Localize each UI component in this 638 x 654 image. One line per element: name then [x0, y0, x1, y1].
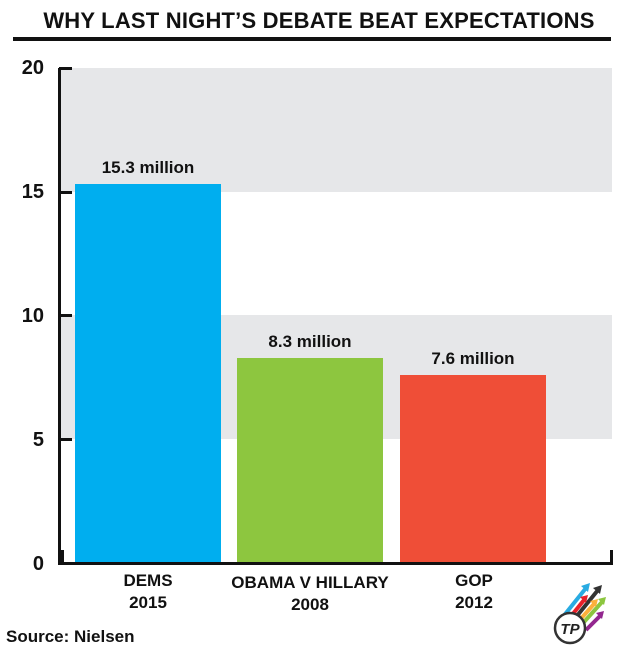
x-label-obama-v-hillary-2008: OBAMA V HILLARY 2008	[220, 572, 400, 616]
x-label-line1: DEMS	[123, 571, 173, 590]
x-label-line1: GOP	[455, 571, 493, 590]
chart-title: WHY LAST NIGHT’S DEBATE BEAT EXPECTATION…	[43, 8, 595, 33]
y-tick-15	[59, 191, 72, 194]
y-tick-10	[59, 314, 72, 317]
y-tick-label: 0	[32, 553, 44, 575]
bar-value-label: 7.6 million	[431, 348, 515, 368]
x-label-line2: 2012	[455, 593, 493, 612]
x-axis	[58, 562, 613, 565]
think-progress-logo-icon: TP	[553, 583, 606, 645]
y-tick-label: 20	[21, 57, 44, 79]
bar-value-label: 15.3 million	[101, 158, 195, 178]
x-label-dems-2015: DEMS 2015	[68, 570, 228, 614]
x-label-line2: 2008	[291, 595, 329, 614]
bar-obama-v-hillary-2008	[237, 357, 383, 563]
x-label-line1: OBAMA V HILLARY	[231, 573, 389, 592]
y-tick-0	[61, 550, 64, 563]
y-tick-20	[59, 67, 72, 70]
source-note: Source: Nielsen	[6, 627, 135, 646]
y-tick-label: 10	[21, 305, 44, 327]
y-tick-label: 5	[32, 429, 44, 451]
y-tick-5	[59, 438, 72, 441]
bar-gop-2012	[400, 374, 546, 563]
bar-value-label: 8.3 million	[268, 331, 352, 351]
bar-dems-2015	[75, 184, 221, 563]
x-label-gop-2012: GOP 2012	[394, 570, 554, 614]
y-tick-label: 15	[21, 181, 44, 203]
x-axis-end-tick	[610, 550, 613, 565]
title-rule	[13, 37, 611, 41]
x-label-line2: 2015	[129, 593, 167, 612]
band-15-20	[59, 68, 612, 192]
logo-text: TP	[560, 621, 580, 638]
